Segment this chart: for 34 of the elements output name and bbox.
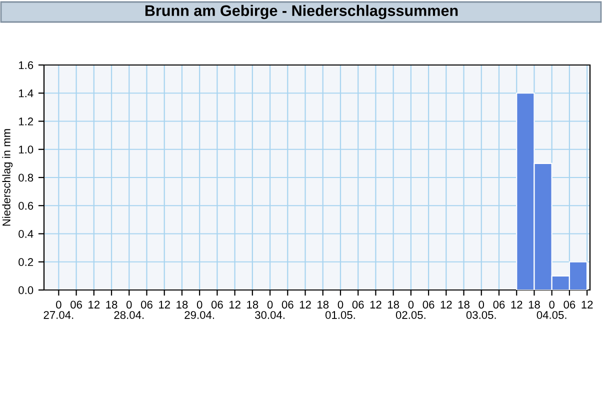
x-tick-label: 12 [511, 300, 522, 308]
y-tick-label: 1.2 [18, 118, 34, 126]
x-tick-label: 12 [370, 300, 382, 308]
y-tick-label: 1.0 [18, 146, 34, 154]
y-tick-label: 0.6 [18, 202, 34, 210]
x-tick-label: 06 [422, 300, 434, 309]
y-tick-label: 0.8 [18, 174, 34, 182]
x-tick-label: 12 [229, 300, 240, 308]
chart-title: Brunn am Gebirge - Niederschlagssummen [145, 4, 458, 20]
x-tick-label: 06 [493, 300, 505, 309]
y-tick-label: 1.4 [18, 90, 34, 98]
x-tick-label: 06 [352, 300, 364, 309]
x-tick-label: 12 [582, 300, 593, 308]
x-tick-label: 18 [247, 300, 258, 309]
x-tick-label: 12 [159, 300, 170, 308]
x-tick-label: 06 [211, 300, 223, 309]
x-tick-label: 18 [106, 300, 118, 309]
x-tick-label: 18 [176, 300, 188, 309]
x-tick-label: 12 [440, 300, 452, 308]
x-tick-label: 06 [282, 300, 294, 309]
x-tick-label: 12 [88, 300, 100, 308]
x-tick-label: 18 [528, 300, 540, 309]
x-tick-label: 06 [70, 300, 82, 309]
x-tick-label: 18 [388, 300, 400, 309]
y-tick-label: 1.6 [18, 61, 34, 70]
x-tick-label: 18 [318, 300, 329, 309]
x-tick-label: 18 [458, 300, 470, 309]
y-tick-label: 0.2 [18, 258, 34, 266]
y-axis-title: Niederschlag in mm [2, 129, 13, 226]
x-tick-label: 06 [564, 300, 576, 309]
y-tick-label: 0.0 [18, 286, 34, 294]
x-tick-label: 12 [300, 300, 311, 308]
y-tick-label: 0.4 [18, 230, 34, 238]
x-tick-label: 06 [140, 300, 152, 309]
